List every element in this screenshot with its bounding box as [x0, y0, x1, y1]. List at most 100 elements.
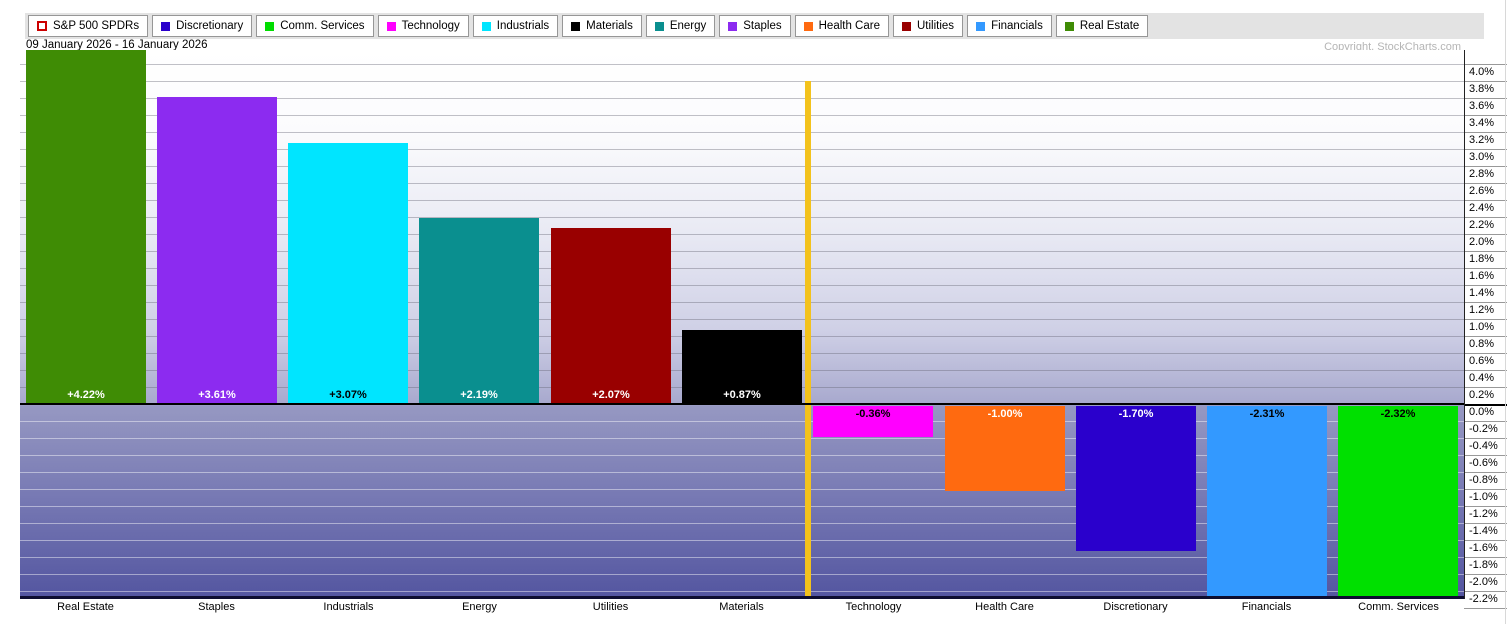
gridline: [20, 438, 1464, 439]
gridline: [20, 285, 1464, 286]
color-swatch-icon: [481, 21, 491, 31]
y-axis-tick-label: 0.0%: [1469, 406, 1495, 418]
y-axis-tick: [1464, 268, 1507, 269]
y-axis-tick: [1464, 251, 1507, 252]
x-axis-label-staples: Staples: [198, 601, 235, 613]
y-axis-tick: [1464, 336, 1507, 337]
legend-item-materials[interactable]: Materials: [562, 15, 642, 37]
gridline: [20, 251, 1464, 252]
legend-item-energy[interactable]: Energy: [645, 15, 716, 37]
legend-item-label: Energy: [669, 20, 707, 32]
y-axis-tick: [1464, 540, 1507, 541]
y-axis-tick: [1464, 353, 1507, 354]
legend-item-label: Staples: [743, 20, 782, 32]
y-axis: 4.0% 3.8% 3.6% 3.4% 3.2% 3.0% 2.8% 2.6% 2.4% 2.2%…: [1464, 50, 1507, 620]
y-axis-tick: [1464, 455, 1507, 456]
x-axis-label-real-estate: Real Estate: [57, 601, 114, 613]
x-axis-label-comm-services: Comm. Services: [1358, 601, 1439, 613]
y-axis-tick: [1464, 591, 1507, 592]
y-axis-tick: [1464, 557, 1507, 558]
bar-utilities: +2.07%: [551, 228, 671, 404]
gridline: [20, 81, 1464, 82]
y-axis-tick: [1464, 370, 1507, 371]
y-axis-tick: [1464, 489, 1507, 490]
color-swatch-icon: [654, 21, 664, 31]
legend-item-staples[interactable]: Staples: [719, 15, 791, 37]
y-axis-tick: [1464, 132, 1507, 133]
y-axis-tick-label: 2.2%: [1469, 219, 1495, 231]
x-axis-label-financials: Financials: [1241, 601, 1292, 613]
y-axis-tick: [1464, 608, 1507, 609]
y-axis-tick: [1464, 302, 1507, 303]
y-axis-tick-label: 3.2%: [1469, 134, 1495, 146]
x-axis-label-technology: Technology: [845, 601, 902, 613]
y-axis-tick: [1464, 319, 1507, 320]
x-axis-label-health-care: Health Care: [975, 601, 1034, 613]
gridline: [20, 540, 1464, 541]
y-axis-tick: [1464, 234, 1507, 235]
x-axis-label-materials: Materials: [719, 601, 764, 613]
y-axis-tick-label: 2.4%: [1469, 202, 1495, 214]
bar-value-label: +3.61%: [198, 389, 236, 401]
y-axis-tick: [1464, 523, 1507, 524]
y-axis-tick: [1464, 166, 1507, 167]
legend-item-comm-services[interactable]: Comm. Services: [256, 15, 374, 37]
bar-financials: -2.31%: [1207, 406, 1327, 599]
x-axis-labels: Real Estate Staples Industrials Energy Utili…: [20, 600, 1464, 618]
bar-value-label: -0.36%: [855, 408, 891, 420]
divider-line: [805, 81, 811, 596]
y-axis-tick: [1464, 81, 1507, 82]
bar-industrials: +3.07%: [288, 143, 408, 404]
y-axis-tick-label: -1.0%: [1469, 491, 1498, 503]
bar-value-label: +2.07%: [592, 389, 630, 401]
y-axis-tick-label: 4.0%: [1469, 66, 1495, 78]
y-axis-tick-label: 3.6%: [1469, 100, 1495, 112]
y-axis-tick: [1464, 98, 1507, 99]
legend-item-discretionary[interactable]: Discretionary: [152, 15, 253, 37]
y-axis-tick-label: 0.4%: [1469, 372, 1495, 384]
y-axis-tick-label: 3.4%: [1469, 117, 1495, 129]
gridline: [20, 489, 1464, 490]
legend-item-label: Utilities: [917, 20, 955, 32]
legend-item-utilities[interactable]: Utilities: [893, 15, 964, 37]
y-axis-tick: [1464, 421, 1507, 422]
legend-item-industrials[interactable]: Industrials: [472, 15, 559, 37]
legend-item-label: Technology: [401, 20, 460, 32]
bar-value-label: +4.22%: [67, 389, 105, 401]
y-axis-line: [1464, 50, 1465, 599]
y-axis-tick-label: 3.0%: [1469, 151, 1495, 163]
y-axis-tick: [1464, 64, 1507, 65]
legend-item-financials[interactable]: Financials: [967, 15, 1052, 37]
legend-item-label: S&P 500 SPDRs: [53, 20, 140, 32]
y-axis-tick-label: -0.2%: [1469, 423, 1498, 435]
y-axis-tick-label: -2.0%: [1469, 576, 1498, 588]
legend-item-real-estate[interactable]: Real Estate: [1055, 15, 1149, 37]
gridline: [20, 506, 1464, 507]
bar-technology: -0.36%: [813, 406, 933, 437]
legend-item-label: Comm. Services: [280, 20, 365, 32]
legend-item-label: Materials: [586, 20, 633, 32]
gridline: [20, 149, 1464, 150]
legend-item-label: Industrials: [496, 20, 550, 32]
y-axis-tick: [1464, 200, 1507, 201]
bar-value-label: -1.00%: [987, 408, 1023, 420]
bar-value-label: -2.31%: [1249, 408, 1285, 420]
gridline: [20, 268, 1464, 269]
y-axis-tick-label: 1.4%: [1469, 287, 1495, 299]
bar-comm-services: -2.32%: [1338, 406, 1458, 599]
legend-item-health-care[interactable]: Health Care: [794, 15, 889, 37]
legend-item-technology[interactable]: Technology: [377, 15, 469, 37]
legend-item-s-p-500-spdrs[interactable]: S&P 500 SPDRs: [28, 15, 149, 37]
y-axis-tick: [1464, 183, 1507, 184]
bar-energy: +2.19%: [419, 218, 539, 404]
gridline: [20, 115, 1464, 116]
plot-bottom-border: [20, 596, 1464, 599]
open-square-swatch-icon: [37, 21, 47, 31]
y-axis-tick-label: -1.6%: [1469, 542, 1498, 554]
legend-item-label: Discretionary: [176, 20, 244, 32]
y-axis-tick-label: 2.8%: [1469, 168, 1495, 180]
bar-materials: +0.87%: [682, 330, 802, 404]
date-range-label: 09 January 2026 - 16 January 2026: [26, 39, 208, 51]
color-swatch-icon: [1064, 21, 1074, 31]
